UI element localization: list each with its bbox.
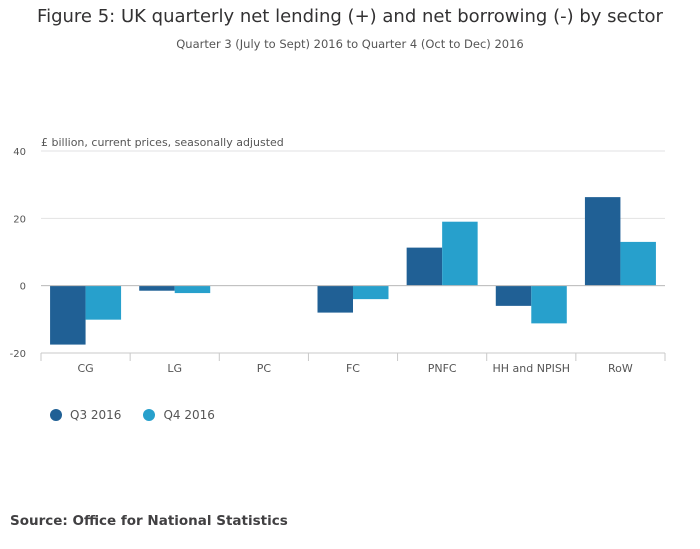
bar-q3-lg: [139, 285, 175, 291]
bar-q3-row: [584, 197, 621, 286]
bar-q4-pnfc: [442, 221, 478, 286]
bar-q4-fc: [353, 285, 389, 300]
source-note: Source: Office for National Statistics: [10, 513, 288, 529]
x-tick-label: HH and NPISH: [492, 362, 570, 375]
x-tick-label: FC: [346, 362, 360, 375]
legend-item-q4[interactable]: Q4 2016: [143, 408, 215, 422]
bar-q4-row: [620, 241, 656, 286]
bar-q3-pnfc: [406, 247, 443, 286]
legend: Q3 2016 Q4 2016: [50, 408, 215, 422]
bar-q4-lg: [174, 285, 211, 294]
legend-label-q4: Q4 2016: [163, 408, 215, 422]
bar-q4-hh-and-npish: [531, 285, 567, 324]
y-tick-label: 20: [13, 214, 26, 225]
bar-q3-fc: [317, 285, 353, 313]
bar-q3-cg: [50, 285, 86, 345]
y-tick-label: -20: [10, 349, 26, 360]
bar-chart: 40 20 0 -20 £ billion, current prices, seaso…: [10, 136, 666, 375]
legend-item-q3[interactable]: Q3 2016: [50, 408, 121, 422]
x-tick-label: LG: [167, 362, 182, 375]
bar-q4-cg: [85, 285, 122, 320]
bar-q3-hh-and-npish: [495, 285, 532, 306]
legend-swatch-q4: [143, 409, 156, 421]
x-tick-label: PNFC: [428, 362, 457, 375]
legend-swatch-q3: [50, 409, 62, 421]
chart-title: Figure 5: UK quarterly net lending (+) a…: [37, 6, 663, 27]
x-tick-label: RoW: [608, 362, 633, 375]
x-tick-label: CG: [77, 362, 93, 375]
y-tick-label: 0: [20, 282, 26, 293]
legend-label-q3: Q3 2016: [70, 408, 122, 422]
x-tick-label: PC: [257, 362, 272, 375]
y-axis-label: £ billion, current prices, seasonally ad…: [41, 136, 284, 149]
y-tick-label: 40: [13, 147, 26, 158]
chart-subtitle: Quarter 3 (July to Sept) 2016 to Quarter…: [176, 37, 524, 51]
